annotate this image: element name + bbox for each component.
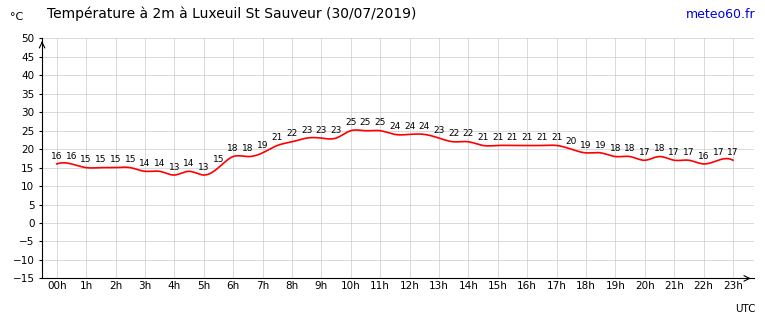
Text: 21: 21 xyxy=(522,133,533,142)
Text: 21: 21 xyxy=(506,133,518,142)
Text: 23: 23 xyxy=(316,126,327,135)
Text: 18: 18 xyxy=(624,144,636,153)
Text: 20: 20 xyxy=(565,137,577,146)
Text: 16: 16 xyxy=(51,152,63,161)
Text: 22: 22 xyxy=(463,130,474,139)
Text: 23: 23 xyxy=(433,126,444,135)
Text: 15: 15 xyxy=(80,155,92,164)
Text: 16: 16 xyxy=(698,152,709,161)
Text: 18: 18 xyxy=(227,144,239,153)
Text: 23: 23 xyxy=(330,126,342,135)
Text: 17: 17 xyxy=(669,148,680,157)
Text: 24: 24 xyxy=(404,122,415,131)
Text: 15: 15 xyxy=(125,155,136,164)
Text: 25: 25 xyxy=(375,118,386,127)
Text: 19: 19 xyxy=(257,140,269,149)
Text: 15: 15 xyxy=(95,155,106,164)
Text: 18: 18 xyxy=(242,144,254,153)
Text: 16: 16 xyxy=(66,152,77,161)
Text: 23: 23 xyxy=(301,126,312,135)
Text: 21: 21 xyxy=(551,133,562,142)
Text: 18: 18 xyxy=(610,144,621,153)
Text: 17: 17 xyxy=(683,148,695,157)
Text: 24: 24 xyxy=(389,122,401,131)
Text: 13: 13 xyxy=(198,163,210,172)
Text: 17: 17 xyxy=(728,148,739,157)
Text: 15: 15 xyxy=(213,155,224,164)
Text: 24: 24 xyxy=(418,122,430,131)
Text: 22: 22 xyxy=(286,130,298,139)
Text: 21: 21 xyxy=(536,133,548,142)
Text: 14: 14 xyxy=(139,159,151,168)
Text: 19: 19 xyxy=(580,140,591,149)
Text: 14: 14 xyxy=(184,159,195,168)
Text: 18: 18 xyxy=(654,144,666,153)
Text: 25: 25 xyxy=(345,118,356,127)
Text: 25: 25 xyxy=(360,118,371,127)
Text: Température à 2m à Luxeuil St Sauveur (30/07/2019): Température à 2m à Luxeuil St Sauveur (3… xyxy=(47,6,417,21)
Text: °C: °C xyxy=(10,12,23,22)
Text: meteo60.fr: meteo60.fr xyxy=(686,8,756,21)
Text: 14: 14 xyxy=(154,159,165,168)
Text: 15: 15 xyxy=(110,155,122,164)
Text: 13: 13 xyxy=(168,163,180,172)
Text: 21: 21 xyxy=(477,133,489,142)
Text: 17: 17 xyxy=(639,148,650,157)
Text: 19: 19 xyxy=(595,140,607,149)
Text: 17: 17 xyxy=(712,148,724,157)
Text: UTC: UTC xyxy=(735,304,756,314)
Text: 22: 22 xyxy=(448,130,459,139)
Text: 21: 21 xyxy=(492,133,503,142)
Text: 21: 21 xyxy=(272,133,283,142)
